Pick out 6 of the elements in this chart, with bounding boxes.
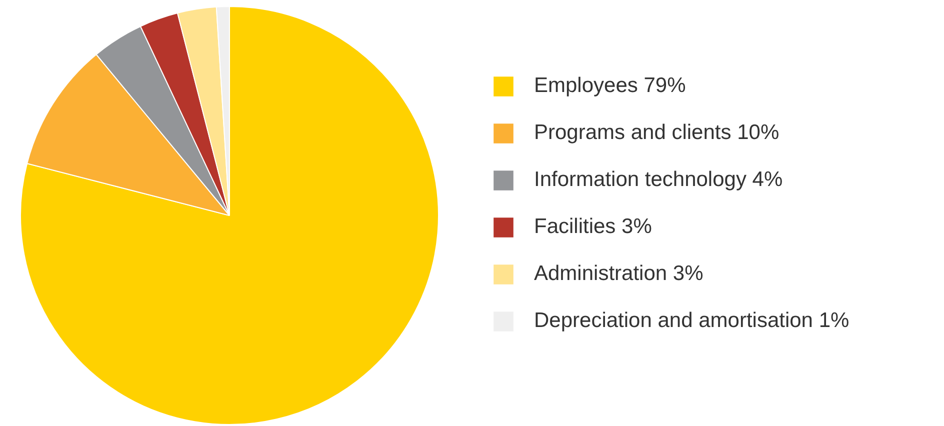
legend-label: Administration 3% bbox=[534, 261, 704, 287]
legend-label: Programs and clients 10% bbox=[534, 120, 780, 146]
legend-label: Depreciation and amortisation 1% bbox=[534, 308, 850, 334]
legend-label: Facilities 3% bbox=[534, 214, 652, 240]
legend-label: Information technology 4% bbox=[534, 167, 783, 193]
legend-label: Employees 79% bbox=[534, 73, 686, 99]
